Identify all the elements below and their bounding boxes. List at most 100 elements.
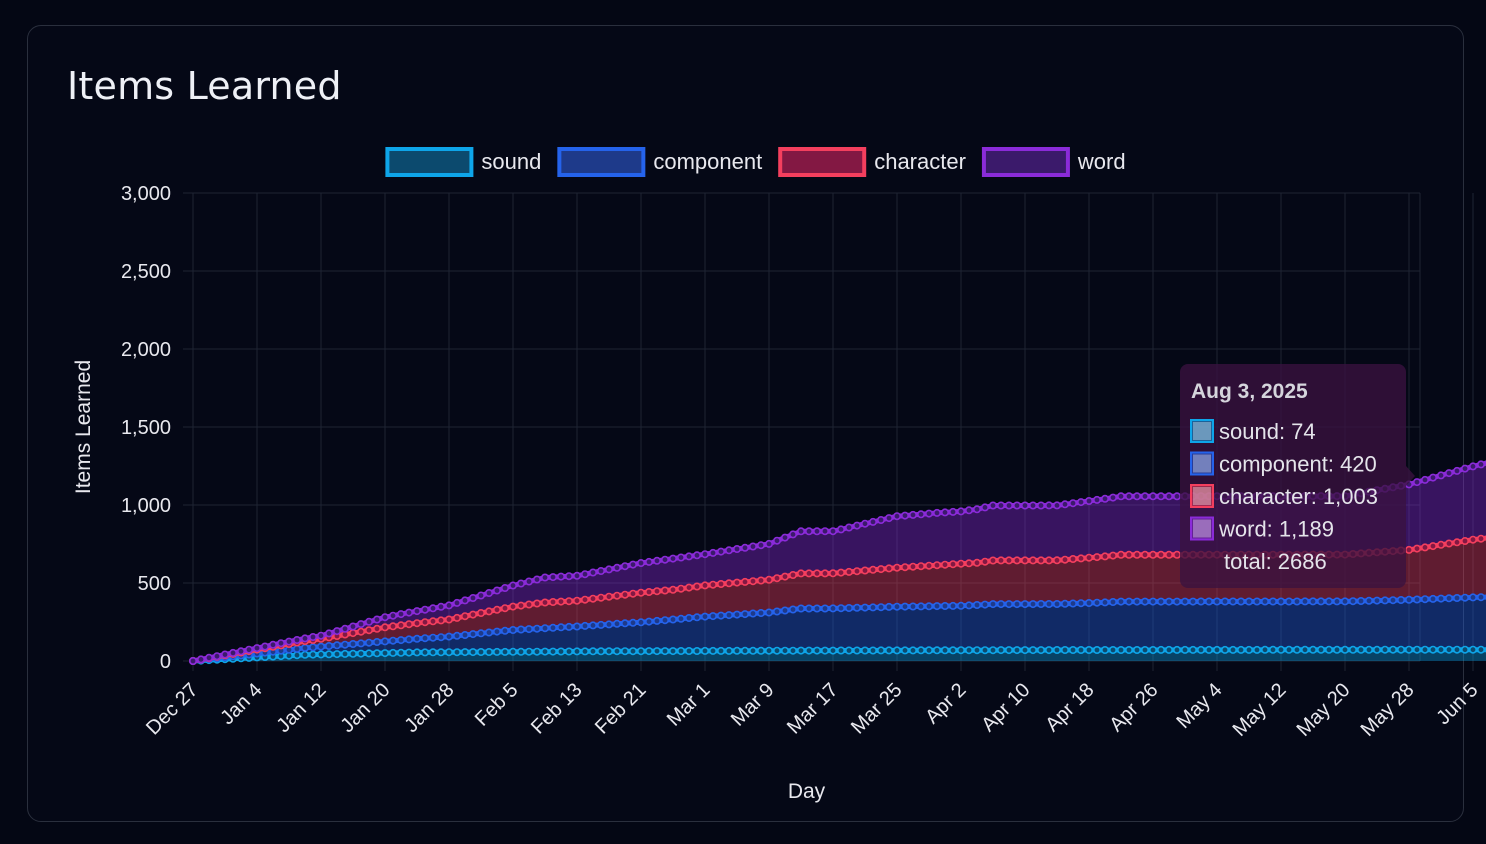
data-point-word[interactable] (1069, 499, 1078, 508)
data-point-sound[interactable] (1397, 645, 1406, 654)
data-point-sound[interactable] (1421, 645, 1430, 654)
data-point-component[interactable] (1117, 597, 1126, 606)
data-point-word[interactable] (492, 586, 501, 595)
data-point-component[interactable] (620, 619, 629, 628)
data-point-component[interactable] (1357, 596, 1366, 605)
data-point-character[interactable] (948, 560, 957, 569)
data-point-word[interactable] (676, 553, 685, 562)
data-point-sound[interactable] (1325, 645, 1334, 654)
data-point-sound[interactable] (1357, 645, 1366, 654)
data-point-component[interactable] (932, 602, 941, 611)
data-point-word[interactable] (1141, 492, 1150, 501)
data-point-character[interactable] (868, 565, 877, 574)
data-point-component[interactable] (764, 608, 773, 617)
data-point-word[interactable] (292, 635, 301, 644)
data-point-word[interactable] (284, 637, 293, 646)
data-point-word[interactable] (213, 652, 222, 661)
data-point-component[interactable] (916, 602, 925, 611)
data-point-sound[interactable] (772, 646, 781, 655)
data-point-component[interactable] (1213, 597, 1222, 606)
data-point-character[interactable] (660, 586, 669, 595)
data-point-sound[interactable] (852, 646, 861, 655)
data-point-sound[interactable] (1445, 645, 1454, 654)
data-point-component[interactable] (588, 621, 597, 630)
data-point-character[interactable] (652, 587, 661, 596)
data-point-sound[interactable] (1317, 645, 1326, 654)
data-point-component[interactable] (964, 601, 973, 610)
data-point-character[interactable] (964, 559, 973, 568)
data-point-component[interactable] (572, 622, 581, 631)
data-point-component[interactable] (332, 641, 341, 650)
data-point-character[interactable] (1045, 556, 1054, 565)
data-point-word[interactable] (221, 650, 230, 659)
data-point-character[interactable] (932, 561, 941, 570)
data-point-sound[interactable] (948, 646, 957, 655)
data-point-word[interactable] (596, 566, 605, 575)
data-point-sound[interactable] (1277, 645, 1286, 654)
data-point-component[interactable] (732, 610, 741, 619)
data-point-sound[interactable] (796, 646, 805, 655)
data-point-sound[interactable] (788, 646, 797, 655)
data-point-component[interactable] (1149, 597, 1158, 606)
data-point-character[interactable] (684, 583, 693, 592)
data-point-word[interactable] (396, 610, 405, 619)
data-point-word[interactable] (260, 642, 269, 651)
data-point-sound[interactable] (1269, 645, 1278, 654)
data-point-sound[interactable] (668, 647, 677, 656)
data-point-component[interactable] (340, 640, 349, 649)
data-point-word[interactable] (1037, 501, 1046, 510)
data-point-component[interactable] (476, 629, 485, 638)
data-point-sound[interactable] (684, 646, 693, 655)
data-point-character[interactable] (764, 575, 773, 584)
data-point-word[interactable] (732, 544, 741, 553)
data-point-component[interactable] (564, 622, 573, 631)
data-point-sound[interactable] (1309, 645, 1318, 654)
data-point-sound[interactable] (292, 651, 301, 660)
data-point-component[interactable] (1285, 597, 1294, 606)
data-point-component[interactable] (972, 600, 981, 609)
data-point-component[interactable] (1461, 593, 1470, 602)
data-point-word[interactable] (668, 554, 677, 563)
data-point-character[interactable] (508, 602, 517, 611)
data-point-sound[interactable] (364, 649, 373, 658)
data-point-word[interactable] (404, 608, 413, 617)
data-point-component[interactable] (892, 602, 901, 611)
data-point-sound[interactable] (884, 646, 893, 655)
data-point-sound[interactable] (892, 646, 901, 655)
data-point-character[interactable] (364, 626, 373, 635)
data-point-word[interactable] (772, 536, 781, 545)
data-point-character[interactable] (1093, 553, 1102, 562)
data-point-component[interactable] (804, 604, 813, 613)
data-point-character[interactable] (972, 558, 981, 567)
data-point-component[interactable] (532, 624, 541, 633)
data-point-word[interactable] (964, 506, 973, 515)
data-point-character[interactable] (1405, 545, 1414, 554)
data-point-sound[interactable] (980, 646, 989, 655)
data-point-sound[interactable] (804, 646, 813, 655)
data-point-character[interactable] (436, 616, 445, 625)
data-point-sound[interactable] (540, 647, 549, 656)
data-point-character[interactable] (1004, 556, 1013, 565)
data-point-sound[interactable] (316, 650, 325, 659)
data-point-word[interactable] (229, 648, 238, 657)
data-point-character[interactable] (1157, 550, 1166, 559)
data-point-sound[interactable] (340, 649, 349, 658)
data-point-word[interactable] (988, 501, 997, 510)
data-point-component[interactable] (1301, 597, 1310, 606)
data-point-sound[interactable] (1069, 645, 1078, 654)
data-point-component[interactable] (1077, 599, 1086, 608)
data-point-component[interactable] (876, 603, 885, 612)
data-point-sound[interactable] (1165, 645, 1174, 654)
data-point-sound[interactable] (1133, 645, 1142, 654)
data-point-component[interactable] (636, 618, 645, 627)
data-point-sound[interactable] (1477, 645, 1486, 654)
data-point-component[interactable] (1333, 597, 1342, 606)
data-point-word[interactable] (556, 572, 565, 581)
data-point-component[interactable] (1341, 597, 1350, 606)
data-point-component[interactable] (924, 602, 933, 611)
data-point-word[interactable] (1437, 471, 1446, 480)
data-point-word[interactable] (1004, 501, 1013, 510)
data-point-character[interactable] (1061, 555, 1070, 564)
data-point-word[interactable] (716, 547, 725, 556)
data-point-sound[interactable] (1405, 645, 1414, 654)
